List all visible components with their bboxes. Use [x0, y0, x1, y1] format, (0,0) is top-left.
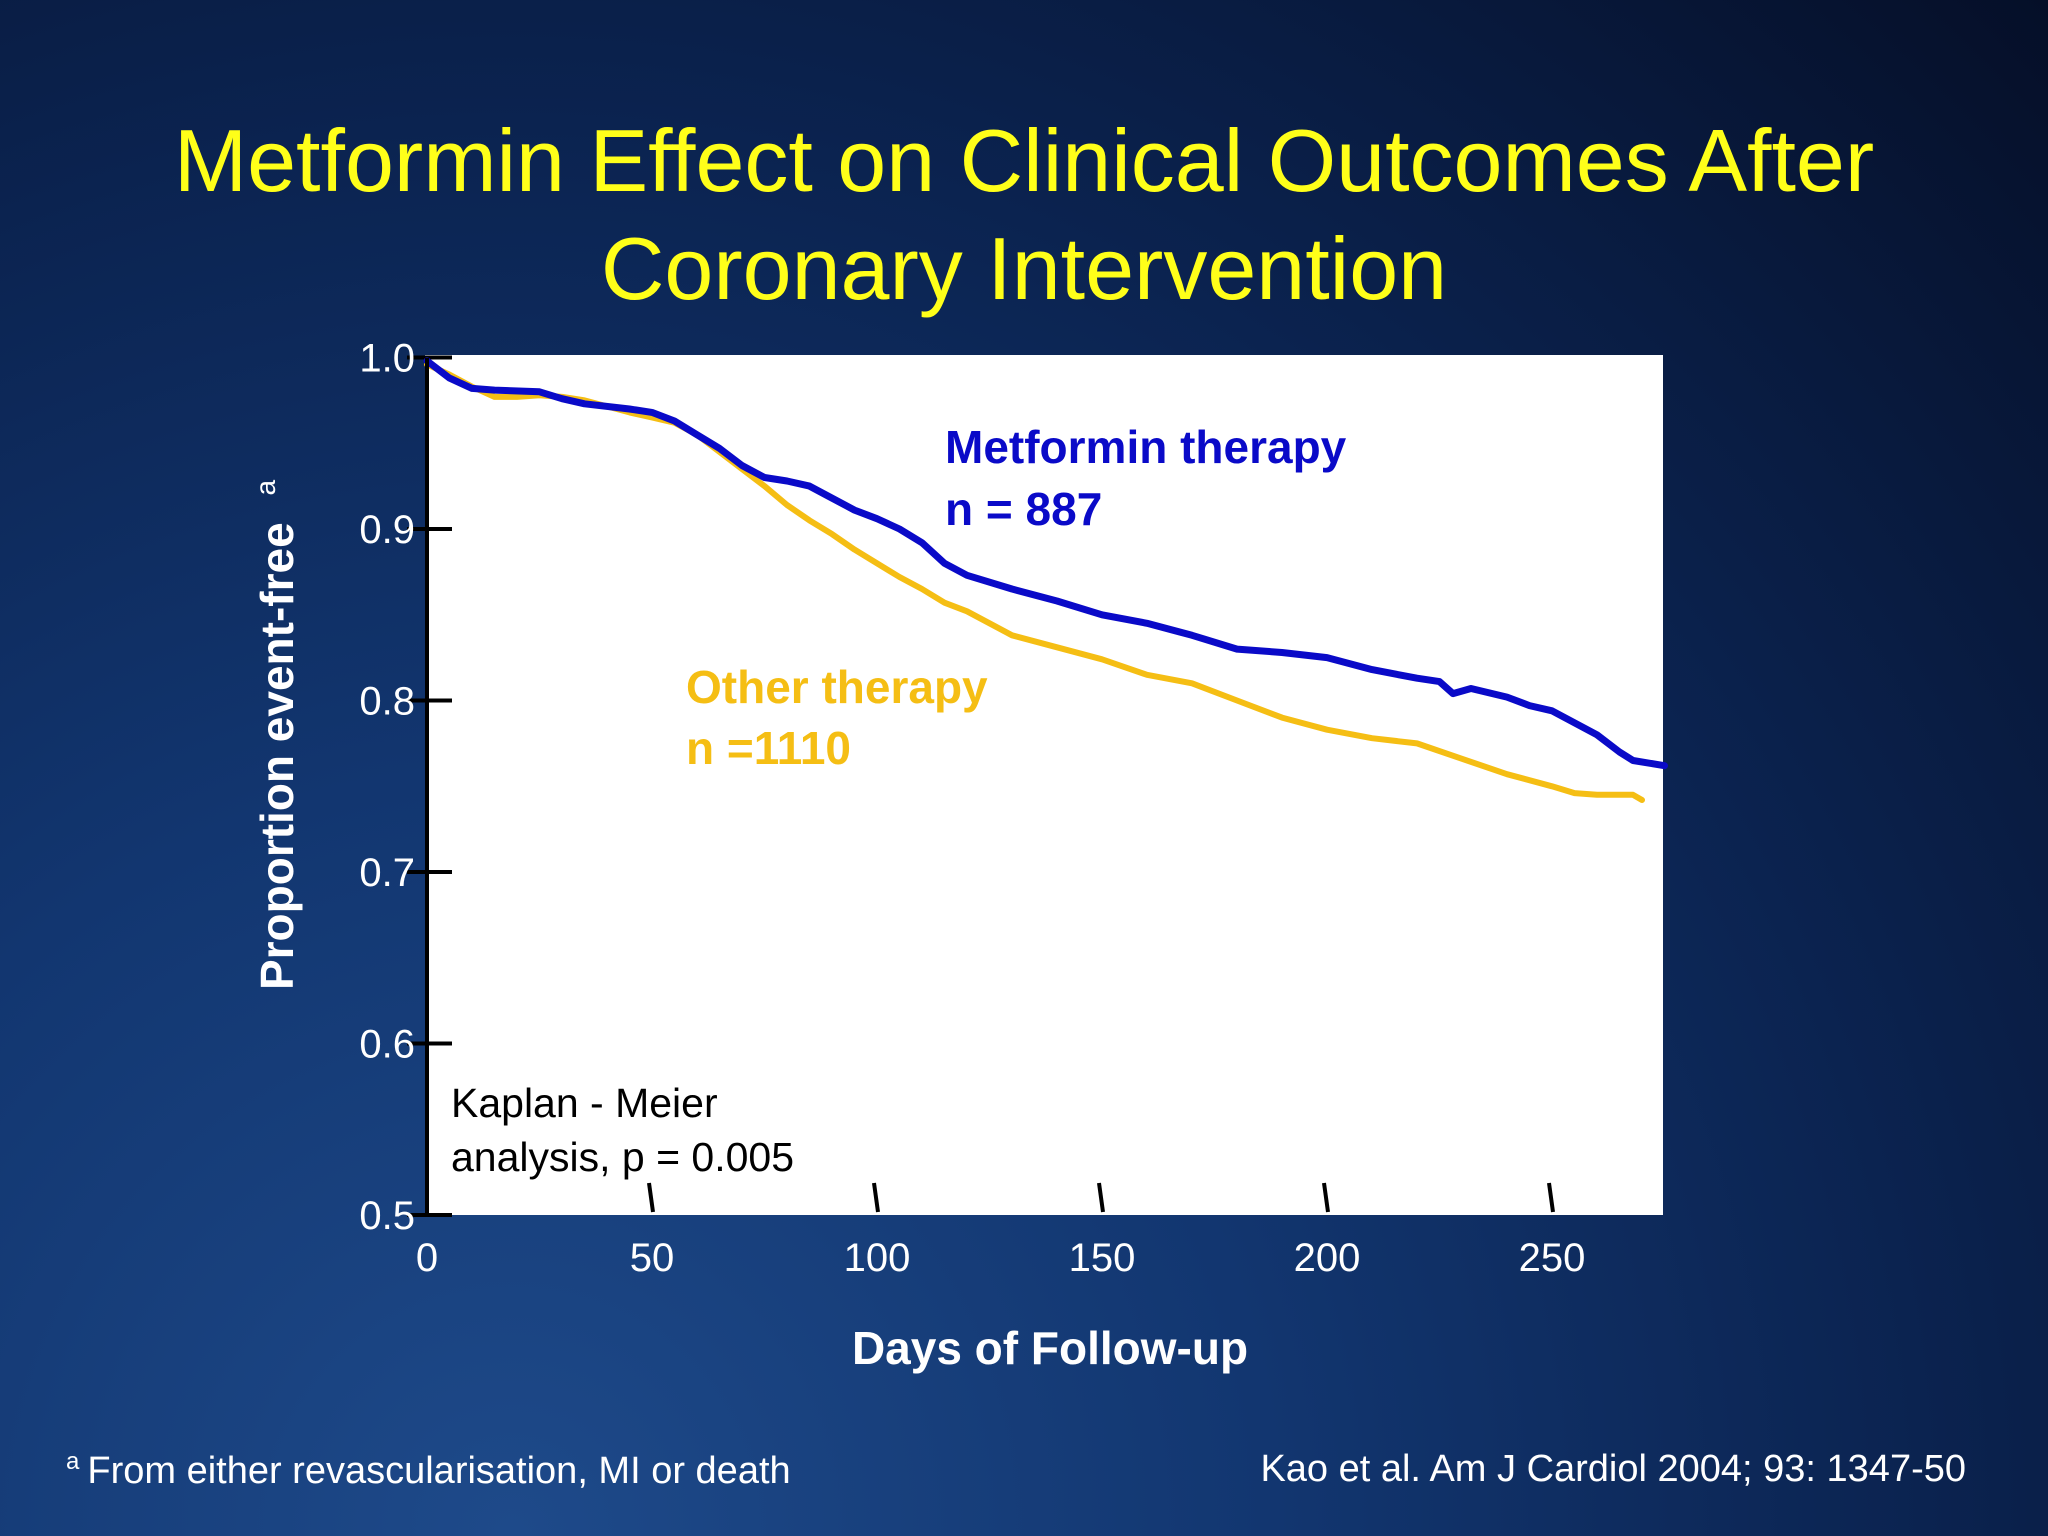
x-tick-mark [1547, 1182, 1555, 1213]
x-tick-mark [1097, 1182, 1105, 1213]
x-tick-label: 150 [1069, 1236, 1136, 1280]
km-annotation-line-2: analysis, p = 0.005 [451, 1134, 794, 1180]
x-axis-title: Days of Follow-up [852, 1322, 1248, 1374]
slide-title: Metformin Effect on Clinical Outcomes Af… [0, 107, 2048, 323]
y-axis-title: Proportion event-free a [250, 480, 303, 991]
y-tick-label: 1.0 [359, 337, 415, 381]
footnote-text: From either revascularisation, MI or dea… [87, 1450, 791, 1492]
footnote-marker: a [66, 1448, 80, 1475]
other-label-name: Other therapy [686, 661, 988, 713]
plot-area [425, 355, 1663, 1215]
series-lines [423, 357, 1668, 803]
footnote: a From either revascularisation, MI or de… [66, 1448, 791, 1493]
x-tick-mark [872, 1182, 880, 1213]
y-tick-label: 0.8 [359, 680, 415, 724]
y-tick-label: 0.7 [359, 851, 415, 895]
x-tick-label: 0 [416, 1236, 438, 1280]
metformin-label-name: Metformin therapy [945, 421, 1347, 473]
other-label-n: n =1110 [686, 722, 851, 774]
x-tick-label: 250 [1519, 1236, 1586, 1280]
title-line-2: Coronary Intervention [600, 218, 1448, 318]
km-annotation-line-1: Kaplan - Meier [451, 1080, 718, 1126]
metformin-series-line [423, 357, 1668, 770]
y-tick-label: 0.9 [359, 508, 415, 552]
y-tick-label: 0.6 [359, 1023, 415, 1067]
y-axis-title-text: Proportion event-free [251, 522, 303, 990]
x-tick-label: 200 [1294, 1236, 1361, 1280]
axis-ticks: 0.5 0.6 0.7 0.8 0.9 1.0 0 50 100 150 200 250 [359, 337, 1585, 1281]
x-tick-mark [647, 1182, 655, 1213]
x-tick-mark [1322, 1182, 1330, 1213]
citation: Kao et al. Am J Cardiol 2004; 93: 1347-5… [1260, 1448, 1966, 1490]
x-tick-label: 100 [844, 1236, 911, 1280]
y-tick-label: 0.5 [359, 1194, 415, 1238]
x-tick-label: 50 [630, 1236, 675, 1280]
y-axis-title-superscript: a [250, 480, 281, 496]
title-line-1: Metformin Effect on Clinical Outcomes Af… [173, 110, 1875, 210]
metformin-label-n: n = 887 [945, 483, 1102, 535]
